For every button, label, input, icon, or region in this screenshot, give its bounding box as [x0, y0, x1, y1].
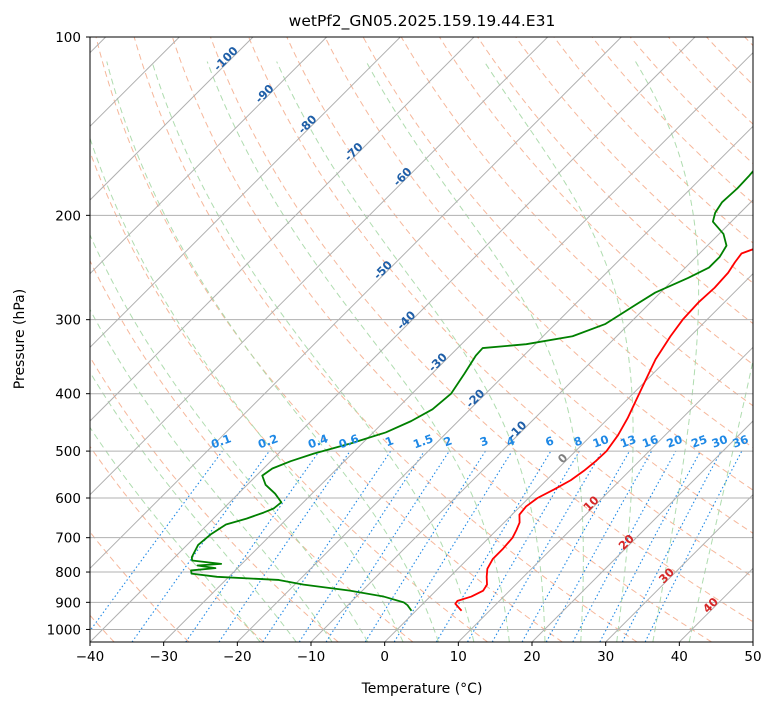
y-tick-label: 600 [55, 491, 81, 507]
moist-adiabat-line [206, 61, 510, 642]
mixing-ratio-label: 13 [618, 432, 638, 451]
mixing-ratio-line [185, 450, 320, 642]
y-tick-label: 500 [55, 444, 81, 460]
mixing-ratio-line [131, 450, 270, 642]
y-tick-label: 800 [55, 565, 81, 581]
isotherm-line [384, 272, 753, 642]
isotherm-line [310, 199, 753, 642]
isotherm-line [605, 493, 753, 642]
dry-adiabat-line [286, 37, 753, 534]
y-tick-label: 700 [55, 531, 81, 547]
x-tick-label: −10 [297, 649, 326, 665]
isotherm-line [90, 37, 328, 275]
moist-adiabat-line [483, 61, 634, 642]
mixing-ratio-line [262, 450, 392, 642]
mixing-ratio-label: 0.2 [256, 431, 280, 451]
mixing-ratio-line [90, 450, 223, 632]
moist-adiabat-line [276, 61, 546, 642]
y-tick-label: 400 [55, 387, 81, 403]
gridlines [90, 37, 753, 642]
mixing-ratio-label: 16 [640, 432, 660, 451]
x-axis-label: Temperature (°C) [361, 681, 483, 697]
dry-adiabat-line [171, 37, 712, 642]
isotherm-line [90, 37, 622, 570]
dry-adiabat-line [515, 37, 753, 284]
isotherm-line [163, 51, 753, 642]
axis-ticks: −40 −30 −20 −10 0 10 20 30 40 50 100 200 300 400 500 60… [47, 30, 762, 665]
mixing-ratio-line [545, 450, 653, 642]
isotherm-line [90, 37, 549, 496]
moist-adiabat-line [90, 308, 333, 642]
mixing-ratio-line [325, 450, 450, 642]
mixing-ratio-line [572, 450, 677, 642]
background-lines [90, 37, 753, 642]
x-tick-label: 30 [597, 649, 614, 665]
mixing-ratio-label: 36 [731, 432, 751, 451]
dry-adiabat-line [95, 37, 563, 642]
mixing-ratio-line [393, 450, 513, 642]
x-tick-label: −20 [223, 649, 252, 665]
x-tick-label: 50 [744, 649, 761, 665]
isotherm-line [90, 37, 401, 349]
mixing-ratio-label: 1.5 [411, 431, 435, 451]
mixing-ratio-label: 0.6 [337, 431, 361, 451]
moist-adiabat-line [90, 371, 297, 642]
isotherm-line [457, 346, 753, 642]
moist-adiabat-line [688, 358, 753, 642]
moist-adiabat-line [90, 233, 369, 642]
mixing-ratio-label: 30 [710, 432, 730, 451]
mixing-ratio-line [298, 450, 425, 642]
moist-adiabat-line [106, 61, 439, 642]
y-tick-label: 300 [55, 313, 81, 329]
dry-adiabat-line [90, 445, 264, 642]
mixing-ratio-line [521, 450, 630, 642]
y-tick-label: 200 [55, 208, 81, 224]
isotherm-line [90, 37, 254, 201]
y-tick-label: 900 [55, 595, 81, 611]
x-tick-label: 40 [671, 649, 688, 665]
isotherm-line [531, 420, 753, 642]
isotherm-line [90, 37, 696, 642]
x-tick-label: 20 [523, 649, 540, 665]
x-tick-label: 0 [380, 649, 389, 665]
moist-adiabat-line [151, 61, 475, 642]
moist-adiabat-line [90, 136, 404, 642]
dry-adiabat-line [133, 37, 638, 642]
dry-adiabat-line [90, 259, 414, 642]
y-tick-label: 100 [55, 30, 81, 46]
mixing-ratio-label: 0.1 [209, 431, 233, 451]
temperature-profile-line [454, 248, 753, 612]
mixing-ratio-label: 10 [591, 432, 611, 451]
plot-frame [89, 36, 754, 643]
x-tick-label: −30 [149, 649, 178, 665]
mixing-ratio-label: 20 [665, 432, 685, 451]
isotherm-line [90, 37, 475, 422]
moist-adiabat-line [90, 426, 261, 642]
x-tick-label: −40 [76, 649, 105, 665]
dewpoint-profile-line [190, 169, 753, 612]
profile-lines [190, 169, 753, 612]
dry-adiabat-line [90, 356, 339, 642]
mixing-ratio-line [644, 450, 743, 642]
dry-adiabat-line [324, 37, 753, 491]
x-tick-label: 10 [450, 649, 467, 665]
mixing-ratio-label: 25 [689, 432, 709, 451]
dry-adiabat-line [248, 37, 753, 578]
y-tick-label: 1000 [47, 622, 81, 638]
isotherm-line [236, 125, 753, 642]
mixing-ratio-line [218, 450, 351, 642]
y-axis-label: Pressure (hPa) [12, 289, 28, 389]
chart-title: wetPf2_GN05.2025.159.19.44.E31 [289, 12, 556, 31]
mixing-ratio-label: 0.4 [306, 431, 330, 451]
